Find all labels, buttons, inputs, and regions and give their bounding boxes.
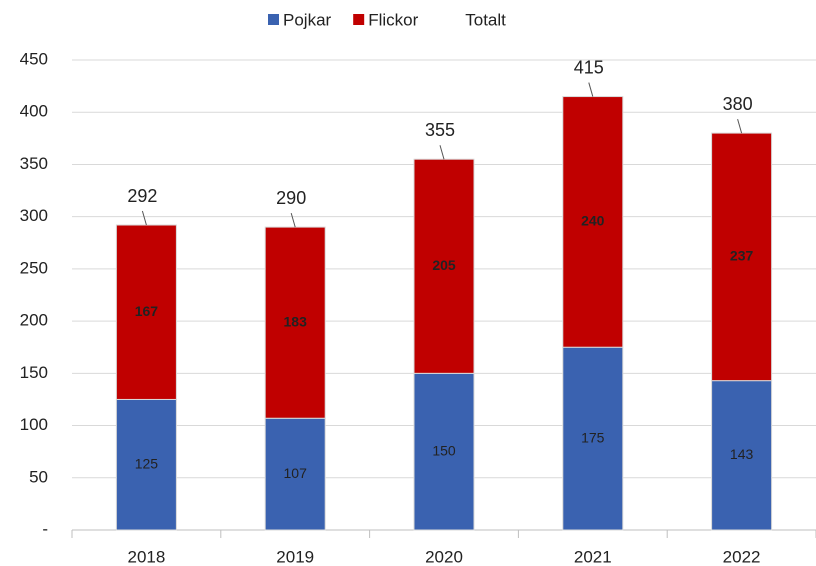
- leader-line: [588, 82, 594, 97]
- bar-segment: [115, 224, 177, 400]
- value-label: 107: [284, 465, 308, 481]
- value-label: 240: [581, 213, 605, 229]
- bar-segment: [413, 158, 475, 374]
- y-tick-label: 300: [20, 206, 48, 225]
- legend-swatch: [353, 14, 365, 25]
- value-label: 125: [135, 455, 159, 471]
- legend-label: Flickor: [368, 10, 418, 29]
- leader-line: [439, 145, 445, 160]
- y-tick-label: 150: [20, 363, 48, 382]
- bar-segment: [562, 96, 624, 348]
- bar-segment: [264, 417, 326, 531]
- total-label: 380: [723, 94, 753, 114]
- bar-segment: [115, 398, 177, 531]
- y-tick-label: 350: [20, 154, 48, 173]
- y-tick-label: 450: [20, 49, 48, 68]
- value-label: 205: [432, 257, 456, 273]
- legend-label: Pojkar: [283, 10, 332, 29]
- value-label: 237: [730, 248, 754, 264]
- y-tick-label: -: [42, 519, 48, 538]
- x-tick-label: 2021: [574, 547, 612, 566]
- x-tick-label: 2019: [276, 547, 314, 566]
- value-label: 167: [135, 303, 159, 319]
- leader-line: [290, 212, 296, 228]
- y-tick-label: 250: [20, 258, 48, 277]
- bar-segment: [413, 372, 475, 531]
- total-label: 415: [574, 57, 604, 77]
- x-tick-label: 2020: [425, 547, 463, 566]
- total-label: 292: [127, 186, 157, 206]
- y-tick-label: 50: [29, 467, 48, 486]
- bar-segment: [711, 380, 773, 531]
- x-tick-label: 2018: [127, 547, 165, 566]
- value-label: 175: [581, 429, 605, 445]
- legend-swatch: [268, 14, 279, 25]
- leader-line: [737, 118, 743, 134]
- bar-segment: [562, 346, 624, 531]
- leader-line: [141, 210, 147, 226]
- y-tick-label: 400: [20, 102, 48, 121]
- bar-segment: [711, 132, 773, 382]
- value-label: 183: [284, 313, 308, 329]
- total-label: 355: [425, 120, 455, 140]
- y-tick-label: 200: [20, 311, 48, 330]
- bar-segment: [264, 226, 326, 419]
- legend-label: Totalt: [465, 10, 506, 29]
- y-tick-label: 100: [20, 415, 48, 434]
- value-label: 143: [730, 446, 754, 462]
- total-label: 290: [276, 188, 306, 208]
- value-label: 150: [432, 442, 456, 458]
- x-tick-label: 2022: [723, 547, 761, 566]
